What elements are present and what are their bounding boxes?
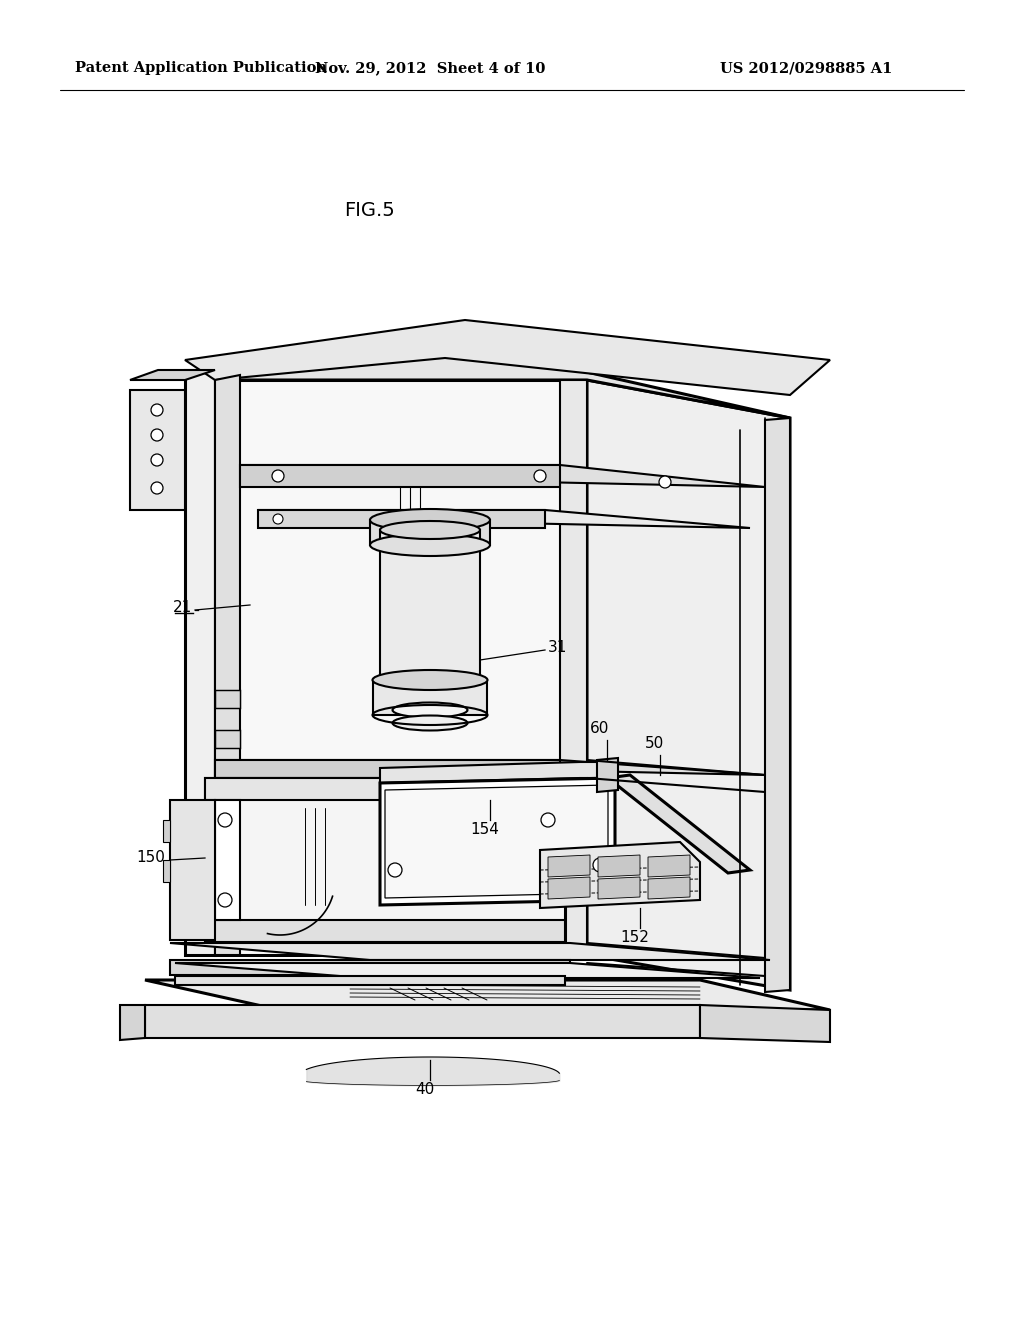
Polygon shape (120, 1005, 145, 1040)
Polygon shape (175, 975, 565, 985)
Polygon shape (700, 1005, 830, 1041)
Polygon shape (205, 920, 565, 942)
Ellipse shape (370, 535, 490, 556)
Polygon shape (215, 760, 765, 775)
Polygon shape (215, 730, 240, 748)
Circle shape (151, 482, 163, 494)
Text: US 2012/0298885 A1: US 2012/0298885 A1 (720, 61, 892, 75)
Polygon shape (215, 375, 240, 954)
Circle shape (151, 454, 163, 466)
Polygon shape (215, 760, 560, 777)
Circle shape (218, 813, 232, 828)
Polygon shape (648, 876, 690, 899)
Polygon shape (215, 690, 240, 708)
Polygon shape (560, 380, 587, 954)
Polygon shape (215, 770, 240, 788)
Circle shape (377, 513, 387, 524)
Text: Nov. 29, 2012  Sheet 4 of 10: Nov. 29, 2012 Sheet 4 of 10 (314, 61, 545, 75)
Polygon shape (548, 855, 590, 876)
Circle shape (388, 863, 402, 876)
Polygon shape (648, 855, 690, 876)
Polygon shape (380, 777, 615, 906)
Ellipse shape (380, 521, 480, 539)
Circle shape (151, 404, 163, 416)
Circle shape (151, 429, 163, 441)
Text: 21: 21 (173, 601, 193, 615)
Polygon shape (608, 775, 750, 873)
Polygon shape (380, 531, 480, 680)
Polygon shape (597, 758, 618, 792)
Text: 50: 50 (645, 737, 665, 751)
Polygon shape (373, 680, 487, 715)
Polygon shape (185, 370, 215, 954)
Circle shape (659, 477, 671, 488)
Polygon shape (765, 418, 790, 993)
Text: 31: 31 (548, 640, 567, 656)
Polygon shape (185, 319, 830, 395)
Polygon shape (170, 960, 570, 975)
Polygon shape (587, 380, 790, 990)
Circle shape (541, 813, 555, 828)
Ellipse shape (392, 715, 468, 730)
Polygon shape (205, 777, 565, 800)
Polygon shape (385, 785, 608, 898)
Polygon shape (258, 510, 750, 528)
Circle shape (218, 894, 232, 907)
Polygon shape (205, 777, 565, 942)
Circle shape (273, 513, 283, 524)
Polygon shape (258, 510, 545, 528)
Polygon shape (163, 861, 170, 882)
Polygon shape (130, 389, 185, 510)
Polygon shape (170, 942, 770, 960)
Polygon shape (598, 876, 640, 899)
Polygon shape (215, 800, 240, 920)
Polygon shape (380, 762, 615, 783)
Text: 40: 40 (416, 1082, 434, 1097)
Polygon shape (240, 465, 765, 487)
Circle shape (272, 470, 284, 482)
Ellipse shape (370, 510, 490, 531)
Polygon shape (145, 979, 830, 1010)
Polygon shape (130, 370, 215, 380)
Polygon shape (145, 1005, 700, 1038)
Polygon shape (540, 842, 700, 908)
Polygon shape (370, 520, 490, 545)
Text: 152: 152 (621, 931, 649, 945)
Polygon shape (240, 465, 560, 487)
Ellipse shape (373, 671, 487, 690)
Ellipse shape (392, 702, 468, 718)
Text: 154: 154 (471, 822, 500, 837)
Polygon shape (598, 855, 640, 876)
Polygon shape (175, 964, 760, 978)
Text: Patent Application Publication: Patent Application Publication (75, 61, 327, 75)
Polygon shape (215, 341, 790, 418)
Circle shape (534, 470, 546, 482)
Text: FIG.5: FIG.5 (345, 201, 395, 219)
Text: 150: 150 (136, 850, 165, 866)
Polygon shape (548, 876, 590, 899)
Circle shape (593, 858, 607, 873)
Text: 60: 60 (590, 721, 609, 737)
Polygon shape (163, 820, 170, 842)
Polygon shape (170, 800, 215, 940)
Polygon shape (215, 380, 587, 954)
